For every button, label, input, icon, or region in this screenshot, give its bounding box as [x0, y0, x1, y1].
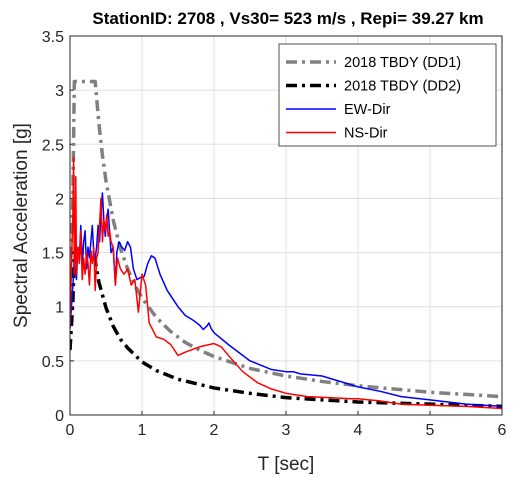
- chart-title: StationID: 2708 , Vs30= 523 m/s , Repi= …: [92, 9, 483, 28]
- axis-ticks: 0 1 2 3 4 5 6 0 0.5 1 1.5 2 2.5 3 3.5: [42, 29, 507, 439]
- y-tick-label: 0: [55, 408, 64, 425]
- y-tick-label: 2.5: [42, 137, 64, 154]
- series-line-2018-tbdy-dd1: [70, 79, 502, 399]
- y-tick-label: 3.5: [42, 29, 64, 46]
- x-tick-label: 1: [138, 422, 147, 439]
- y-tick-label: 3: [55, 83, 64, 100]
- x-tick-label: 0: [66, 422, 75, 439]
- x-tick-label: 6: [498, 422, 507, 439]
- series-lines: [70, 79, 502, 410]
- x-tick-label: 5: [426, 422, 435, 439]
- legend: 2018 TBDY (DD1) 2018 TBDY (DD2) EW-Dir NS-D…: [278, 43, 497, 147]
- legend-label-2018-tbdy-dd2: 2018 TBDY (DD2): [344, 79, 461, 95]
- legend-label-ns-dir: NS-Dir: [344, 126, 388, 142]
- y-tick-label: 0.5: [42, 354, 64, 371]
- y-tick-label: 1: [55, 300, 64, 317]
- series-line-ns-dir: [70, 156, 502, 410]
- x-tick-label: 4: [354, 422, 363, 439]
- y-axis-label: Spectral Acceleration [g]: [11, 123, 32, 328]
- plot-area-frame: [69, 35, 503, 416]
- x-tick-label: 2: [210, 422, 219, 439]
- legend-label-ew-dir: EW-Dir: [344, 102, 391, 118]
- legend-label-2018-tbdy-dd1: 2018 TBDY (DD1): [344, 55, 461, 71]
- x-tick-label: 3: [282, 422, 291, 439]
- y-tick-label: 1.5: [42, 246, 64, 263]
- y-tick-label: 2: [55, 191, 64, 208]
- x-axis-label: T [sec]: [258, 454, 315, 475]
